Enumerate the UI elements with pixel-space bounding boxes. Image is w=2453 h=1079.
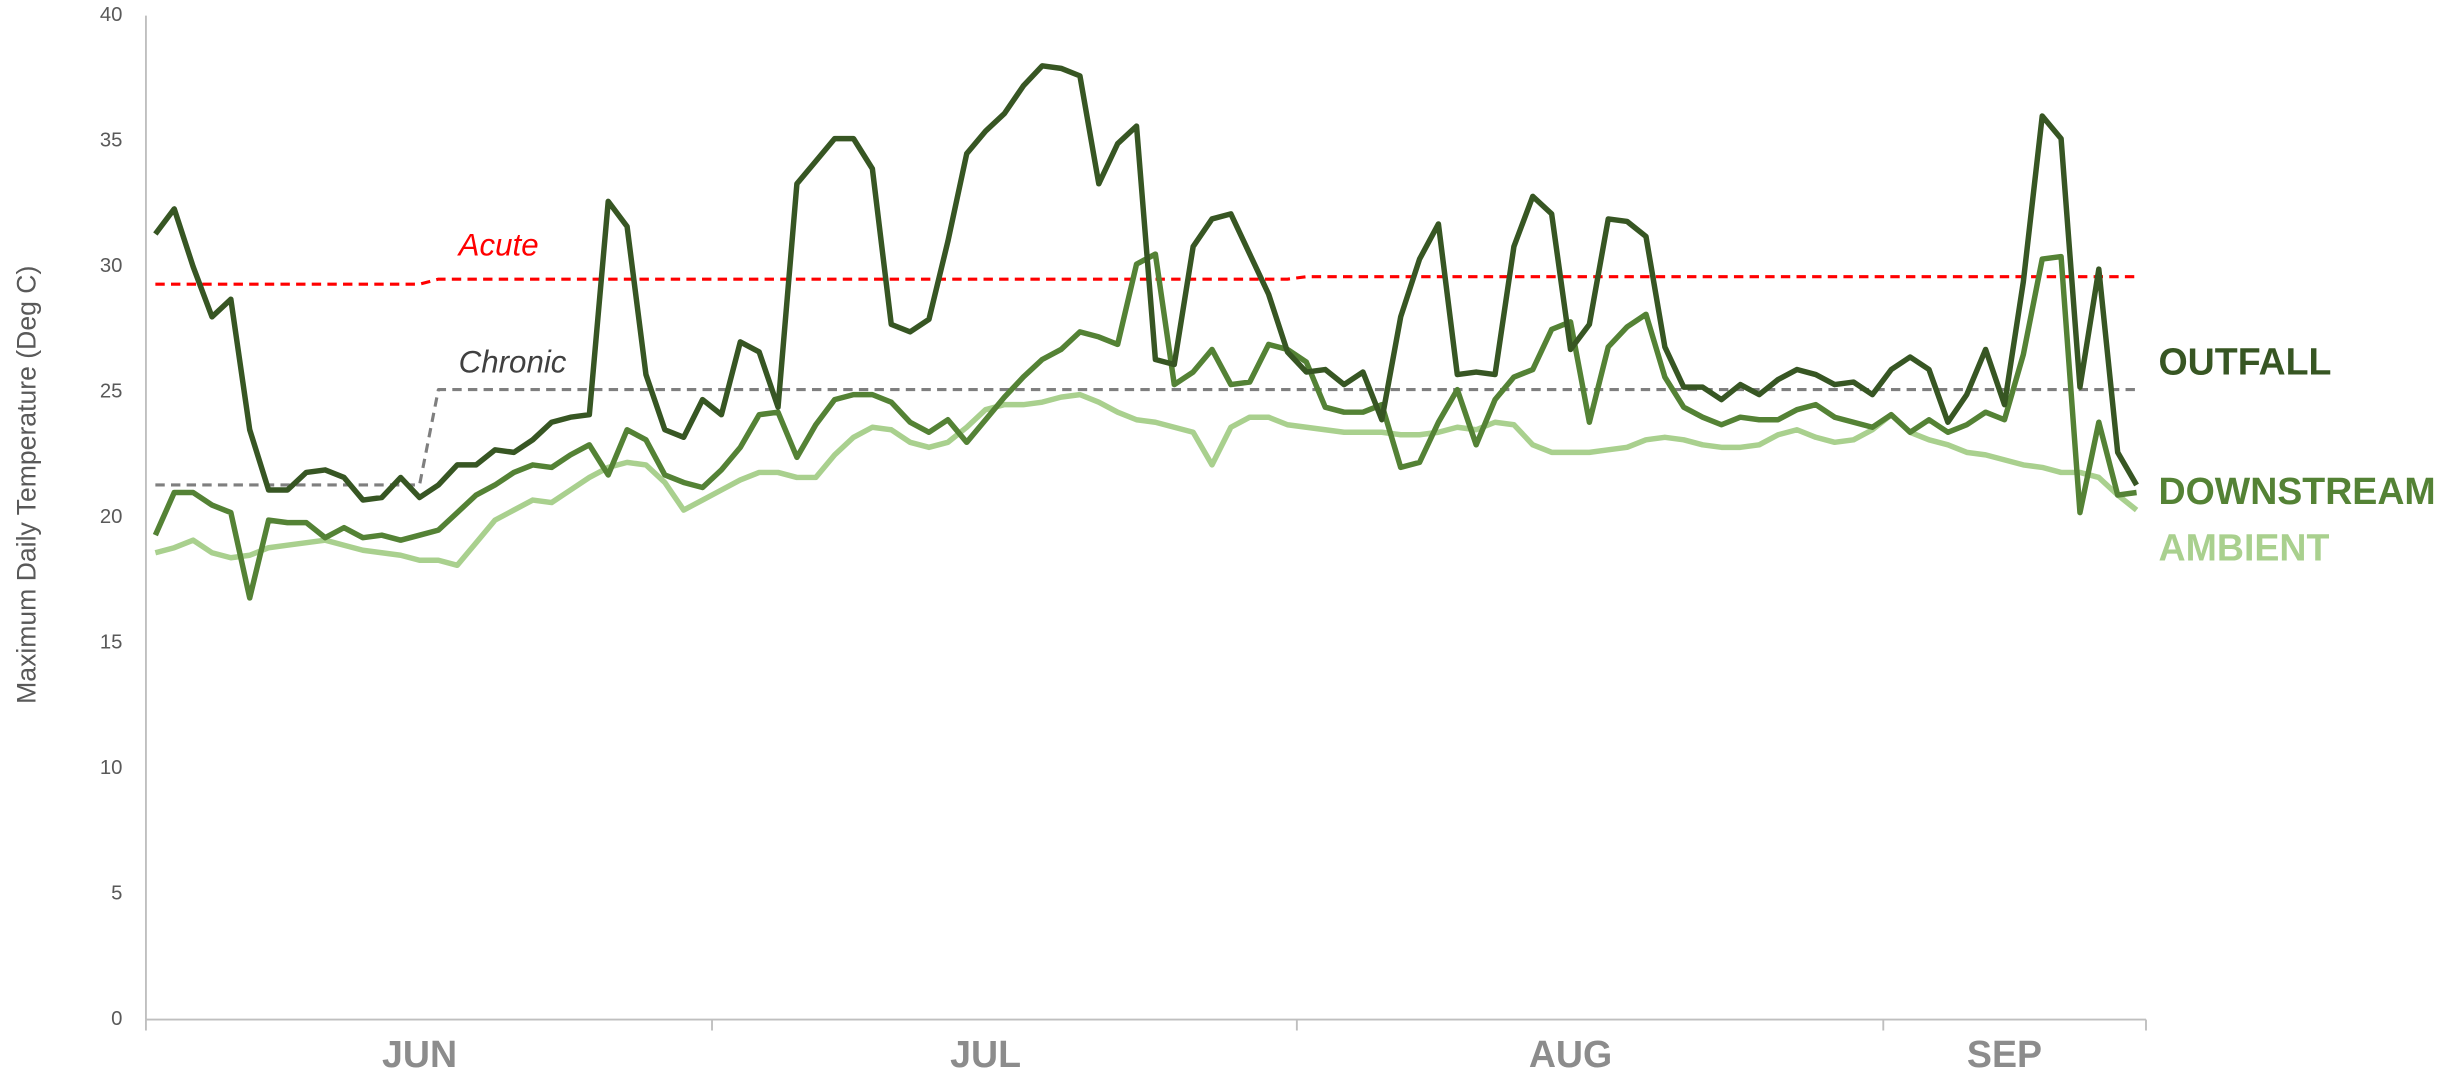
series-label: OUTFALL [2159,340,2332,382]
series-line [153,63,2139,503]
x-tick-label: AUG [1529,1033,1612,1075]
y-tick-label: 15 [100,631,123,653]
series-label: DOWNSTREAM [2159,470,2436,512]
series-line [155,275,2137,286]
x-tick-label: JUN [382,1033,457,1075]
x-tick-label: JUL [950,1033,1021,1075]
y-tick-label: 10 [100,757,123,779]
month-separators [144,1019,2147,1031]
series-line [152,251,2137,601]
y-tick-label: 35 [100,130,123,152]
series-line [155,388,2137,487]
series-line [154,391,2139,569]
y-tick-label: 0 [111,1008,122,1030]
series-label: Chronic [459,345,567,380]
y-tick-label: 5 [111,882,122,904]
y-tick-label: 40 [100,4,123,26]
x-tick-label: SEP [1967,1033,2042,1075]
y-tick-label: 30 [100,255,123,277]
y-tick-label: 25 [100,380,123,402]
y-tick-label: 20 [100,506,123,528]
series-label: AMBIENT [2159,526,2330,568]
series-label: Acute [457,227,539,262]
y-axis-label: Maximum Daily Temperature (Deg C) [12,266,42,704]
